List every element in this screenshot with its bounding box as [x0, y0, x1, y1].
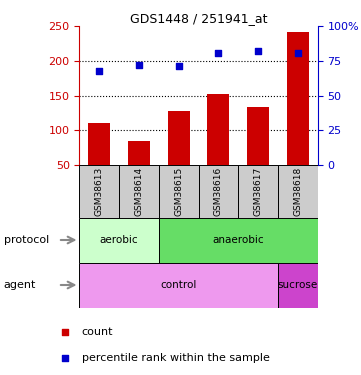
Text: GSM38617: GSM38617	[254, 166, 262, 216]
Text: agent: agent	[4, 280, 36, 290]
Bar	[208, 94, 229, 165]
Bar	[168, 111, 190, 165]
Bar	[88, 123, 110, 165]
Bar	[199, 165, 238, 218]
Text: GSM38613: GSM38613	[95, 166, 104, 216]
Bar	[119, 165, 159, 218]
Bar	[128, 141, 150, 165]
Point	[96, 68, 102, 74]
Text: GSM38618: GSM38618	[293, 166, 302, 216]
Point	[216, 50, 221, 55]
Bar	[238, 165, 278, 218]
Bar	[287, 32, 309, 165]
Text: GSM38615: GSM38615	[174, 166, 183, 216]
Point	[295, 50, 301, 55]
Point	[255, 48, 261, 54]
Point	[176, 63, 182, 69]
Point	[136, 62, 142, 68]
Bar	[247, 107, 269, 165]
Text: protocol: protocol	[4, 235, 49, 245]
Bar	[159, 217, 318, 262]
Text: anaerobic: anaerobic	[212, 235, 264, 245]
Bar	[278, 262, 318, 308]
Text: sucrose: sucrose	[278, 280, 318, 290]
Text: GSM38614: GSM38614	[135, 166, 143, 216]
Title: GDS1448 / 251941_at: GDS1448 / 251941_at	[130, 12, 267, 25]
Bar	[79, 165, 119, 218]
Bar	[278, 165, 318, 218]
Text: aerobic: aerobic	[100, 235, 138, 245]
Bar	[79, 262, 278, 308]
Text: control: control	[161, 280, 197, 290]
Bar	[159, 165, 199, 218]
Bar	[79, 217, 159, 262]
Text: count: count	[82, 327, 113, 337]
Text: GSM38616: GSM38616	[214, 166, 223, 216]
Text: percentile rank within the sample: percentile rank within the sample	[82, 353, 270, 363]
